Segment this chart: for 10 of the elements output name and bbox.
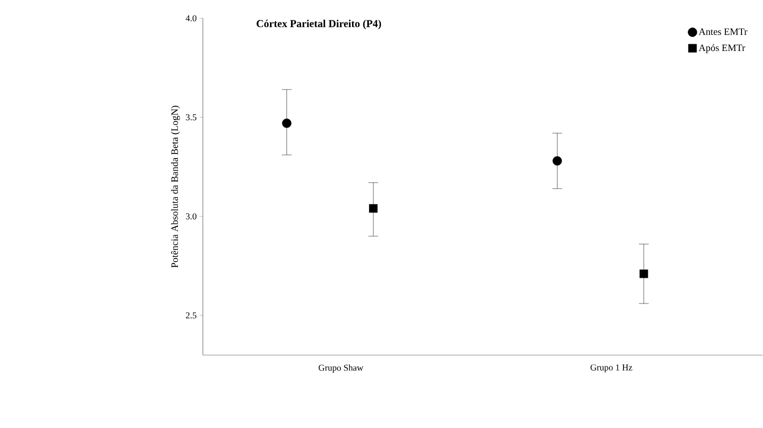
chart-title: Córtex Parietal Direito (P4) bbox=[256, 20, 382, 30]
y-tick-label: 3.5 bbox=[186, 114, 196, 120]
legend-label: Após EMTr bbox=[698, 44, 746, 53]
y-tick-label: 3.0 bbox=[186, 213, 196, 220]
x-tick-label: Grupo 1 Hz bbox=[590, 364, 632, 372]
y-tick-label: 2.5 bbox=[186, 312, 196, 318]
x-tick-label: Grupo Shaw bbox=[318, 364, 364, 372]
y-axis-title: Potência Absoluta da Banda Beta (LogN) bbox=[171, 106, 180, 268]
y-tick-label: 4.0 bbox=[186, 15, 196, 22]
legend-label: Antes EMTr bbox=[698, 28, 748, 35]
